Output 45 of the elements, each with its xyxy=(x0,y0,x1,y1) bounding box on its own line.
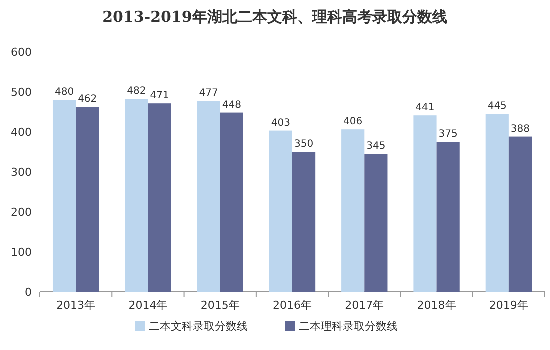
x-tick-label: 2018年 xyxy=(417,299,456,312)
data-label: 375 xyxy=(438,129,458,140)
data-label: 403 xyxy=(271,118,291,129)
bar xyxy=(76,107,100,292)
bar xyxy=(197,101,220,292)
bar xyxy=(269,130,292,292)
x-tick-label: 2013年 xyxy=(56,299,96,312)
legend-label: 二本文科录取分数线 xyxy=(149,320,248,333)
y-tick-label: 400 xyxy=(11,126,32,139)
data-label: 482 xyxy=(127,86,146,98)
bar xyxy=(508,136,532,292)
x-tick-label: 2014年 xyxy=(128,299,168,312)
bar xyxy=(414,116,437,292)
bar xyxy=(220,112,244,292)
data-label: 448 xyxy=(222,100,242,111)
x-tick-label: 2016年 xyxy=(273,299,312,312)
chart-title: 2013-2019年湖北二本文科、理科高考录取分数线 xyxy=(102,8,448,26)
bar xyxy=(364,154,388,292)
y-tick-label: 600 xyxy=(11,46,32,59)
y-tick-label: 300 xyxy=(11,166,32,179)
y-tick-label: 0 xyxy=(25,286,32,299)
x-tick-label: 2017年 xyxy=(345,299,384,312)
bar xyxy=(342,130,365,292)
data-label: 462 xyxy=(78,94,98,106)
bar xyxy=(486,114,509,292)
bar xyxy=(52,100,76,292)
x-tick-label: 2019年 xyxy=(489,299,528,312)
bar xyxy=(148,104,172,292)
x-tick-label: 2015年 xyxy=(200,299,240,312)
data-label: 345 xyxy=(366,141,386,152)
legend-label: 二本理科录取分数线 xyxy=(299,320,398,333)
data-label: 388 xyxy=(510,124,530,135)
data-label: 477 xyxy=(199,88,218,100)
data-label: 441 xyxy=(416,102,435,114)
data-label: 445 xyxy=(488,101,507,112)
bar xyxy=(125,99,148,292)
bar xyxy=(292,152,316,292)
data-label: 480 xyxy=(54,87,74,98)
data-label: 471 xyxy=(150,90,170,102)
y-tick-label: 200 xyxy=(11,206,32,219)
bar xyxy=(436,142,460,292)
y-tick-label: 100 xyxy=(11,246,32,259)
data-label: 406 xyxy=(344,116,363,128)
data-label: 350 xyxy=(294,139,314,150)
y-tick-label: 500 xyxy=(11,86,32,99)
